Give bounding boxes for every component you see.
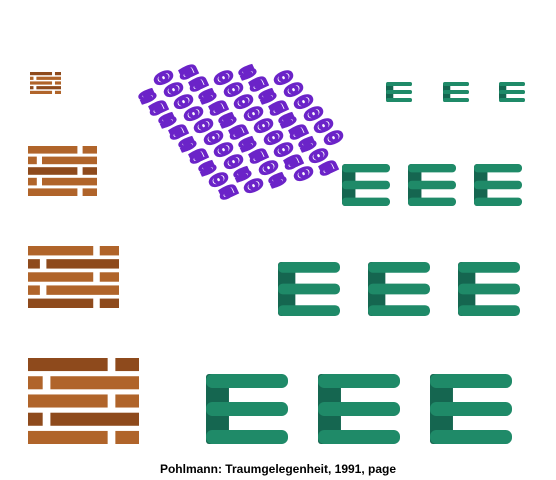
brick [30,90,53,94]
stamp-bar [206,402,288,416]
print-artwork: a o s o ao s o a os o a o s oa o s o a os o a o s oa o s o a os o a o s o… [28,57,525,444]
stamp-bar [386,90,412,94]
brick [46,285,119,295]
brick [30,76,34,80]
green-m-stamp [278,262,340,316]
brick [46,259,119,269]
stamp-bar [368,262,430,273]
brick [42,156,97,165]
stamp-bar [318,374,400,388]
green-m-stamp [474,164,522,206]
brick [99,272,119,282]
stamp-bar [386,82,412,86]
stamp-bar [443,82,469,86]
brick [28,188,78,196]
green-m-stamp [206,374,288,444]
stamp-bar [458,305,520,316]
stamp-bar [499,90,525,94]
stamp-bar [318,430,400,444]
brick-stamp [28,358,139,444]
brick [99,298,119,308]
brick [54,81,61,85]
stamp-bar [474,164,522,173]
stamp-bar [430,430,512,444]
brick [28,358,108,372]
brick [115,430,139,444]
stamp-bar [278,305,340,316]
stamp-bar [342,180,390,190]
brick [42,177,97,186]
brick [30,72,53,76]
brick [99,246,119,256]
brick [28,412,43,426]
green-m-stamp [458,262,520,316]
brick [82,167,97,175]
green-m-stamp [342,164,390,206]
brick [28,259,40,269]
brick [28,156,37,165]
stamp-bar [368,305,430,316]
brick [115,358,139,372]
brick [28,167,78,175]
purple-letter-cluster: a o s o ao s o a os o a o s oa o s o a os o a o s oa o s o a os o a o s o… [134,57,348,206]
brick [115,394,139,408]
brick [28,177,37,186]
green-m-stamp [368,262,430,316]
brick [28,146,78,154]
brick-stamp [30,72,61,94]
brick [28,394,108,408]
stamp-bar [458,262,520,273]
brick [28,430,108,444]
stamp-bar [408,164,456,173]
brick [30,81,53,85]
brick [82,146,97,154]
stamp-bar [443,90,469,94]
brick-stamp [28,146,97,196]
green-m-stamp [408,164,456,206]
brick [28,376,43,390]
stamp-bar [386,98,412,102]
brick-stamp-group [28,72,139,444]
brick [50,412,139,426]
green-m-stamp [318,374,400,444]
stamp-bar [278,262,340,273]
brick [50,376,139,390]
image-caption: Pohlmann: Traumgelegenheit, 1991, page [159,462,397,476]
stamp-bar [474,180,522,190]
stamp-bar [458,283,520,295]
green-m-stamp-group [206,82,525,444]
stamp-bar [342,164,390,173]
stamp-bar [499,98,525,102]
brick-stamp [28,246,119,308]
stamp-bar [278,283,340,295]
stamp-bar [206,374,288,388]
stamp-bar [474,197,522,206]
green-m-stamp [443,82,469,102]
brick [28,298,94,308]
brick [28,285,40,295]
brick [28,246,94,256]
brick [82,188,97,196]
green-m-stamp [499,82,525,102]
brick [30,86,34,90]
brick [54,90,61,94]
stamp-bar [430,374,512,388]
stamp-bar [206,430,288,444]
green-m-stamp [430,374,512,444]
green-m-stamp [386,82,412,102]
stamp-bar [408,180,456,190]
brick [36,86,61,90]
stamp-bar [408,197,456,206]
brick [28,272,94,282]
brick [36,76,61,80]
stamp-bar [368,283,430,295]
stamp-bar [443,98,469,102]
stamp-bar [342,197,390,206]
brick [54,72,61,76]
stamp-bar [430,402,512,416]
stamp-bar [318,402,400,416]
stamp-bar [499,82,525,86]
